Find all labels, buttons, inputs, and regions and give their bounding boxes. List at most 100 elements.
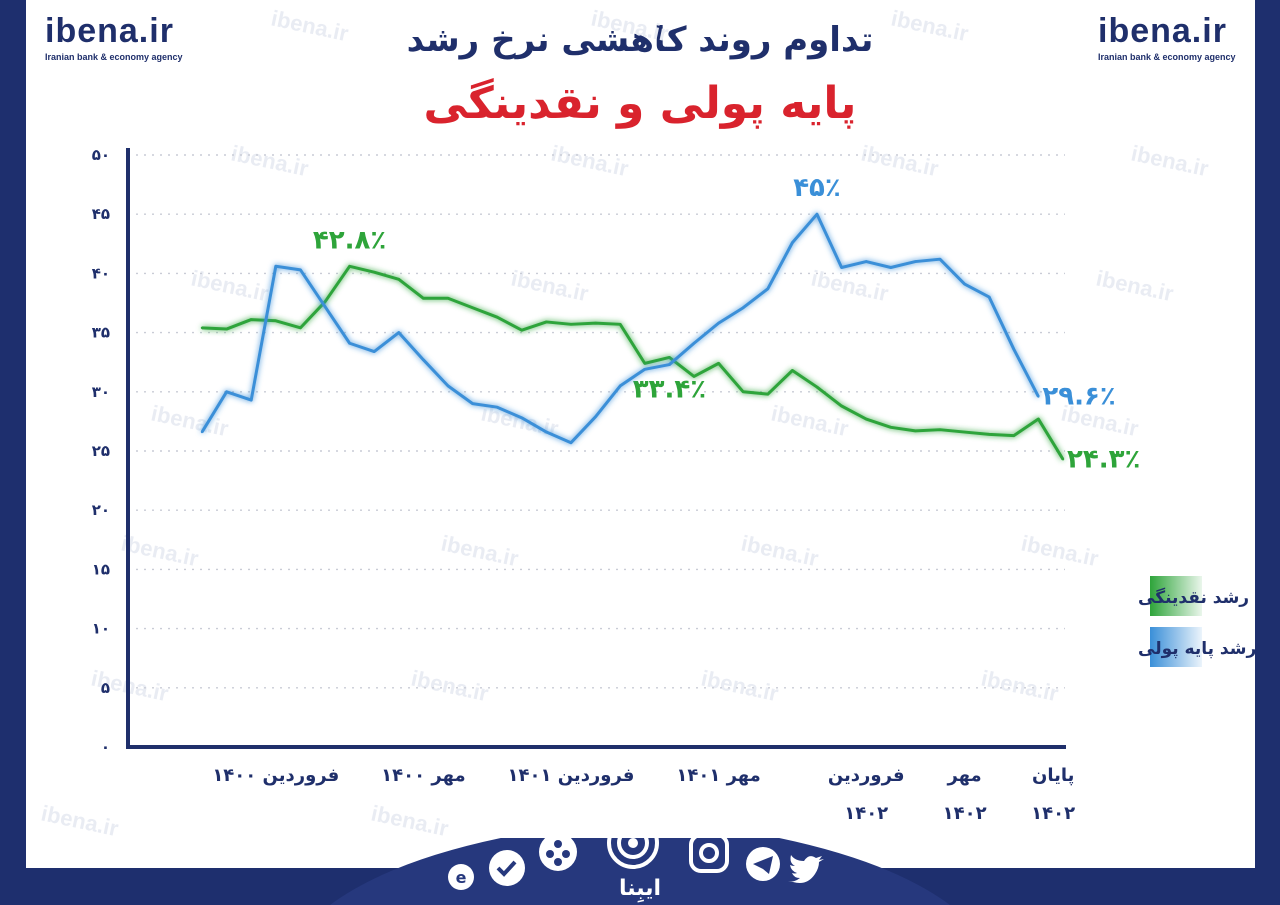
broadcast-icon[interactable]: ایبِنا xyxy=(607,838,661,904)
data-point xyxy=(643,362,646,365)
data-point xyxy=(988,295,991,299)
data-point xyxy=(1037,395,1040,398)
check-icon[interactable] xyxy=(489,850,525,886)
data-point xyxy=(496,405,499,409)
data-point xyxy=(988,433,991,436)
data-point xyxy=(545,320,548,324)
data-point xyxy=(569,441,573,444)
watermark: ibena.ir xyxy=(1094,265,1176,306)
x-tick-label: مهر xyxy=(946,765,981,786)
data-point xyxy=(250,318,253,321)
watermark: ibena.ir xyxy=(699,665,781,706)
data-point xyxy=(717,321,720,325)
data-point xyxy=(766,392,769,396)
data-label: ۲۹.۶٪ xyxy=(1042,382,1115,412)
instagram-icon[interactable] xyxy=(689,838,729,873)
watermark: ibena.ir xyxy=(439,530,521,571)
data-point xyxy=(373,350,376,353)
data-point xyxy=(1012,347,1015,351)
data-point xyxy=(397,331,400,334)
data-point xyxy=(1037,417,1040,421)
x-tick-label: فروردین ۱۴۰۰ xyxy=(212,765,339,786)
logo-word: ibena.ir xyxy=(1098,12,1227,50)
data-point xyxy=(865,417,868,421)
data-label: ۲۴.۳٪ xyxy=(1067,444,1140,474)
watermark: ibena.ir xyxy=(589,5,671,46)
telegram-icon[interactable] xyxy=(746,847,780,881)
watermark: ibena.ir xyxy=(769,400,851,441)
infographic-card xyxy=(26,0,1255,868)
legend-label: رشد نقدینگی xyxy=(1138,587,1249,608)
bale-icon[interactable]: e xyxy=(448,864,474,890)
footer-brand: ایبِنا xyxy=(619,876,661,904)
data-point xyxy=(274,319,277,322)
data-point xyxy=(200,326,204,330)
data-point xyxy=(692,342,696,345)
logo-left: ibena.ir Iranian bank & economy agency xyxy=(45,12,183,62)
data-point xyxy=(791,241,794,244)
data-point xyxy=(619,323,622,326)
data-point xyxy=(668,363,671,366)
y-tick-label: ۵ xyxy=(101,679,110,697)
logo-word: ibena.ir xyxy=(45,12,174,50)
data-point xyxy=(422,297,425,300)
data-point xyxy=(742,306,745,309)
x-tick-label: ۱۴۰۲ xyxy=(1031,803,1075,824)
watermark: ibena.ir xyxy=(269,5,351,46)
data-point xyxy=(545,430,548,434)
y-tick-label: ۳۵ xyxy=(92,324,110,342)
data-point xyxy=(938,257,942,261)
data-label: ۴۵٪ xyxy=(793,173,841,203)
data-point xyxy=(225,390,228,393)
data-point xyxy=(594,415,597,418)
data-point xyxy=(938,428,942,431)
data-point xyxy=(373,271,376,274)
data-point xyxy=(323,305,327,308)
y-tick-label: ۰ xyxy=(101,738,110,756)
data-point xyxy=(299,326,302,330)
logo-tagline: Iranian bank & economy agency xyxy=(45,52,183,62)
legend-swatch xyxy=(1150,576,1202,616)
data-point xyxy=(914,429,917,433)
logo-tagline: Iranian bank & economy agency xyxy=(1098,52,1236,62)
data-point xyxy=(742,390,745,393)
data-point xyxy=(348,342,351,345)
y-tick-label: ۳۰ xyxy=(92,383,110,401)
data-point xyxy=(840,404,843,408)
watermark: ibena.ir xyxy=(859,140,941,181)
watermark: ibena.ir xyxy=(1129,140,1211,181)
data-point xyxy=(422,358,425,362)
watermark: ibena.ir xyxy=(189,265,271,306)
chart-title: تداوم روند کاهشی نرخ رشد xyxy=(406,20,874,60)
film-icon[interactable] xyxy=(539,838,577,871)
data-point xyxy=(471,306,474,309)
data-point xyxy=(446,384,450,388)
watermark: ibena.ir xyxy=(229,140,311,181)
watermark: ibena.ir xyxy=(739,530,821,571)
legend-label: رشد پایه پولی xyxy=(1138,639,1256,659)
data-point xyxy=(274,265,277,268)
data-point xyxy=(225,327,228,331)
data-label: ۳۳.۴٪ xyxy=(633,374,706,404)
x-tick-label: مهر ۱۴۰۱ xyxy=(676,765,760,786)
data-point xyxy=(323,300,327,304)
watermark: ibena.ir xyxy=(889,5,971,46)
chart-subtitle: پایه پولی و نقدینگی xyxy=(423,78,857,129)
data-point xyxy=(250,398,253,402)
data-point xyxy=(471,402,474,405)
y-tick-label: ۲۵ xyxy=(92,442,110,460)
watermark: ibena.ir xyxy=(409,665,491,706)
watermark: ibena.ir xyxy=(979,665,1061,706)
watermark: ibena.ir xyxy=(809,265,891,306)
legend-swatch xyxy=(1150,627,1202,667)
data-point xyxy=(299,268,302,272)
social-bar: e ایبِنا xyxy=(330,838,950,905)
data-point xyxy=(643,368,646,371)
x-tick-label: فروردین ۱۴۰۱ xyxy=(508,765,635,786)
x-tick-label: ۱۴۰۲ xyxy=(844,803,888,824)
twitter-icon[interactable] xyxy=(788,855,824,883)
watermark: ibena.ir xyxy=(119,530,201,571)
x-tick-label: پایان xyxy=(1032,765,1074,786)
data-label: ۴۲.۸٪ xyxy=(313,225,386,255)
